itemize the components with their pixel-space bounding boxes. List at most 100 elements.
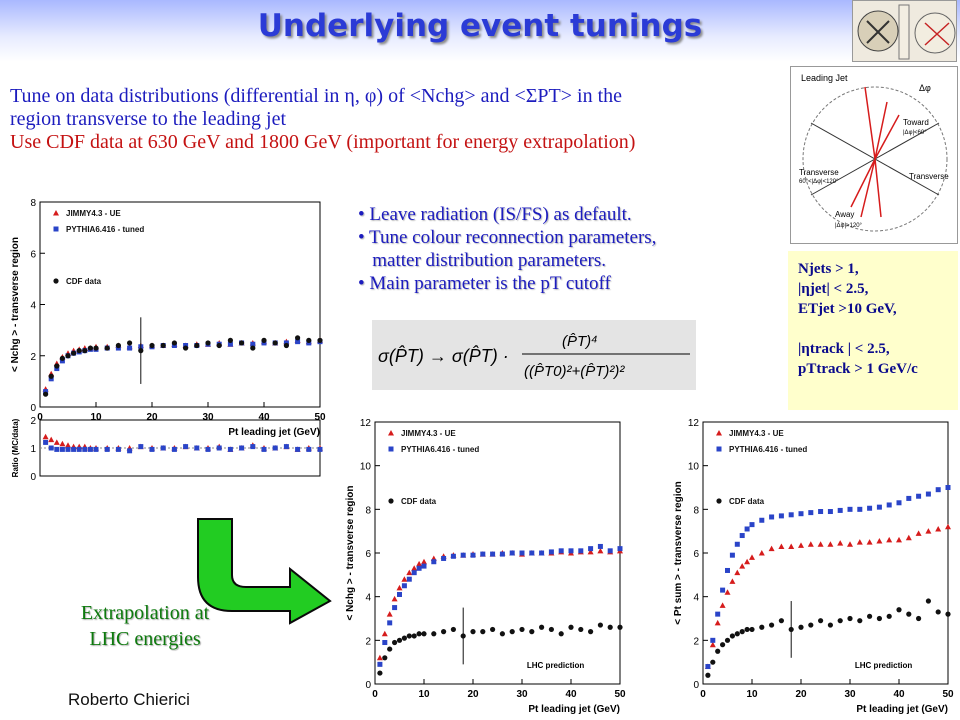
chart3-point	[896, 536, 902, 543]
chart1-ytick-label: 6	[30, 249, 36, 260]
chart3-point	[886, 502, 892, 508]
chart1-ratio-point-pythia	[250, 444, 256, 450]
diagram-label-transverse-left: Transverse	[799, 168, 839, 177]
chart3-series-2	[705, 598, 951, 678]
chart2-legend-marker	[388, 430, 394, 436]
chart3-point	[916, 493, 922, 499]
chart3-ytick-label: 0	[693, 680, 699, 691]
extrapolation-label: Extrapolation at LHC energies	[50, 600, 240, 652]
chart1-ratio-point-pythia	[104, 446, 110, 452]
chart3-legend-label: PYTHIA6.416 - tuned	[729, 445, 807, 454]
chart3-point	[749, 522, 755, 528]
bullet-matter-distribution: matter distribution parameters.	[358, 250, 606, 271]
chart2-point	[509, 629, 515, 635]
chart2-series-0	[376, 547, 623, 661]
chart2-point	[387, 646, 393, 652]
chart1-ratio-point-pythia	[59, 446, 65, 452]
chart3-point	[925, 598, 931, 604]
chart2-point	[519, 626, 525, 633]
chart2-point	[578, 548, 584, 554]
experiment-logos	[852, 0, 957, 62]
chart2-ytick-label: 8	[365, 505, 371, 516]
chart3-point	[709, 641, 716, 648]
chart1-ratio-ytick-label: 2	[30, 416, 36, 427]
chart3-point	[867, 613, 873, 619]
diagram-label-transverse-range: 60°<|Δφ|<120°	[799, 179, 839, 185]
chart1-ratio-point-pythia	[194, 445, 200, 451]
chart2-point	[558, 548, 564, 554]
chart1-ratio-point-pythia	[239, 445, 245, 451]
chart2-point	[470, 629, 476, 635]
chart3-point	[837, 540, 844, 546]
chart3-point	[769, 514, 775, 520]
chart3-point	[856, 539, 863, 545]
chart2-point	[411, 633, 417, 639]
chart1-point	[71, 350, 77, 356]
cut-eta-track: |ηtrack | < 2.5,	[798, 341, 890, 357]
chart3-point	[729, 578, 736, 584]
chart2-point	[431, 559, 437, 565]
chart3-point	[818, 509, 824, 515]
chart3-ylabel: < Pt sum > - transverse region	[673, 481, 684, 624]
chart1-point	[250, 341, 256, 347]
chart2-point	[460, 633, 466, 639]
chart2-point	[416, 560, 423, 567]
chart1-point	[115, 342, 121, 349]
chart3-point	[739, 563, 746, 569]
bullet-radiation: • Leave radiation (IS/FS) as default.	[358, 204, 632, 225]
slide-title: Underlying event tunings	[257, 8, 703, 44]
chart1-series-2	[43, 317, 323, 397]
chart1-legend-label: CDF data	[66, 277, 102, 286]
chart2-point	[529, 550, 535, 556]
chart3-ytick-label: 2	[693, 636, 699, 647]
cut-njets: Njets > 1,	[798, 261, 859, 277]
chart2-point	[406, 576, 412, 582]
chart2-point	[597, 547, 604, 554]
chart2-point	[382, 640, 388, 646]
chart2-point	[617, 624, 623, 630]
chart2-point	[441, 555, 447, 561]
extrapolation-line-2: LHC energies	[89, 628, 201, 650]
chart2-legend-marker	[388, 446, 394, 452]
intro-line-3: Use CDF data at 630 GeV and 1800 GeV (im…	[10, 131, 636, 153]
region-diagram: Leading Jet Δφ Toward |Δφ|<60° Transvers…	[790, 66, 958, 244]
chart2-point	[509, 550, 515, 556]
chart1-ytick-label: 8	[30, 198, 36, 209]
chart2-point	[529, 629, 535, 635]
chart3-point	[729, 552, 735, 558]
diagram-label-toward: Toward	[903, 118, 929, 127]
chart1-point	[261, 337, 267, 343]
chart2-point	[416, 631, 422, 637]
chart3-point	[886, 613, 892, 619]
chart1-point	[87, 345, 93, 351]
chart3-point	[945, 611, 951, 617]
chart3-xtick-label: 0	[700, 689, 706, 700]
chart1-point	[295, 339, 301, 345]
chart2-point	[441, 629, 447, 635]
cut-et-jet: ETjet >10 GeV,	[798, 301, 897, 317]
chart3-point	[798, 511, 804, 517]
chart1-ratio-point-pythia	[183, 444, 189, 450]
chart1-point	[183, 345, 189, 351]
chart2-point	[568, 548, 574, 554]
chart2-point	[401, 583, 407, 589]
chart1-ratio-point-jimmy	[48, 436, 55, 443]
chart2-point	[421, 631, 427, 637]
chart3-point	[768, 545, 775, 552]
chart3-point	[759, 624, 765, 630]
chart3-point	[896, 607, 902, 613]
chart1-ratio-point-jimmy	[65, 442, 71, 448]
chart3-point	[720, 587, 726, 593]
chart3-point	[935, 525, 942, 532]
chart3-point	[739, 533, 745, 539]
chart3-point	[906, 611, 912, 617]
chart1-xtick-label: 40	[258, 412, 270, 423]
chart1-point	[194, 342, 200, 349]
chart2-point	[617, 546, 623, 552]
chart3-point	[729, 633, 735, 639]
chart2-point	[421, 558, 427, 565]
chart1-ratio-point-pythia	[76, 446, 82, 452]
chart3-point	[778, 513, 784, 519]
chart2-point	[539, 550, 545, 556]
